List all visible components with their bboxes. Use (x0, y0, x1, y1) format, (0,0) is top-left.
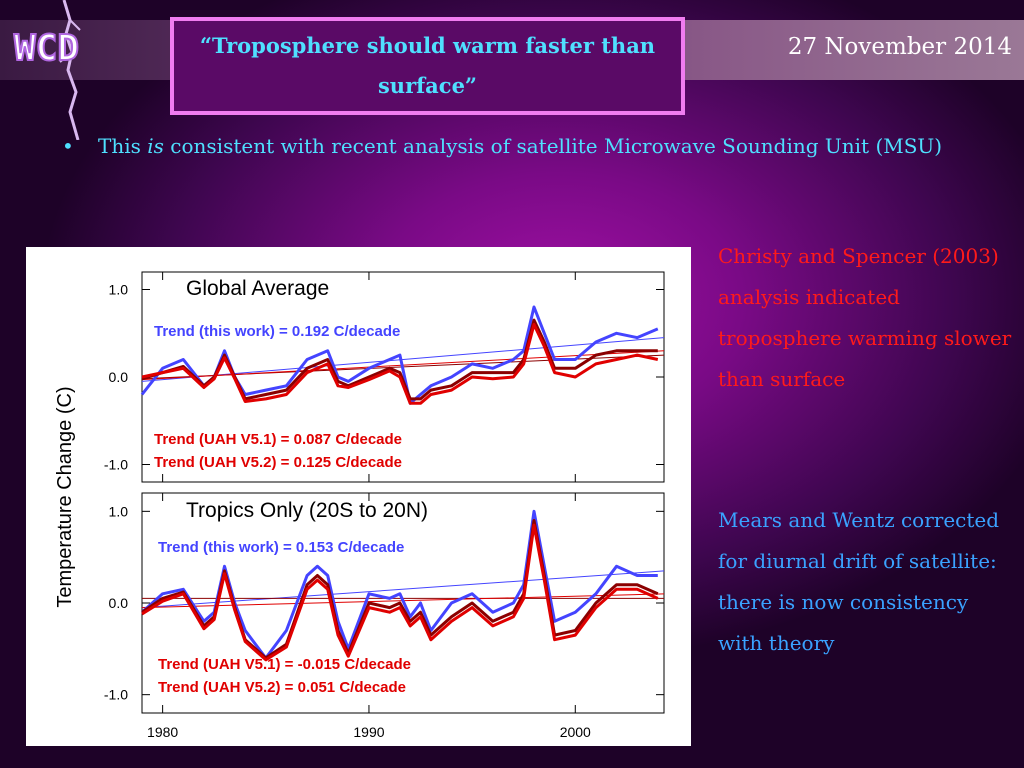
global-chart-title: Global Average (186, 277, 329, 300)
global-trend-uah51: Trend (UAH V5.1) = 0.087 C/decade (154, 431, 402, 448)
global-trend-this-work: Trend (this work) = 0.192 C/decade (154, 323, 400, 340)
tropics-trendline (141, 570, 665, 609)
xtick-label: 1990 (353, 724, 384, 740)
tropics-ytick-label: -1.0 (104, 687, 128, 703)
global-series-line (140, 305, 659, 405)
chart-marks: 1.0 0.0 -1.0 1.0 0.0 -1.0 1980 1990 2000 (104, 272, 665, 740)
tropics-chart-title: Tropics Only (20S to 20N) (186, 499, 428, 522)
bullet-marker: • (62, 134, 74, 158)
y-axis-label: Temperature Change (C) (54, 386, 76, 607)
tropics-series-line (141, 509, 658, 660)
global-ytick-label: -1.0 (104, 457, 128, 473)
logo-text: WCD (14, 28, 79, 69)
tropics-series-line (141, 523, 659, 662)
bullet-text-before: This (98, 134, 148, 158)
global-ytick-label: 1.0 (109, 282, 129, 298)
tropics-ytick-label: 0.0 (109, 595, 129, 611)
mears-note: Mears and Wentz corrected for diurnal dr… (718, 508, 1000, 655)
bullet-text-after: consistent with recent analysis of satel… (163, 134, 943, 158)
bullet-text-emph: is (147, 134, 164, 158)
global-trend-uah52: Trend (UAH V5.2) = 0.125 C/decade (154, 454, 402, 471)
lightning-icon (59, 0, 81, 140)
christy-note: Christy and Spencer (2003) analysis indi… (718, 244, 1012, 391)
chart-panel: Temperature Change (C) Global Average Tr… (26, 247, 691, 746)
chart-figure: Temperature Change (C) Global Average Tr… (54, 271, 665, 740)
bullet-line: • This is consistent with recent analysis… (62, 134, 942, 158)
wcd-logo: WCD (13, 27, 80, 70)
global-trendline (141, 337, 665, 382)
tropics-ytick-label: 1.0 (109, 503, 129, 519)
xtick-label: 1980 (147, 724, 178, 740)
title-box: “Troposphere should warm faster than sur… (170, 17, 685, 115)
page-title: “Troposphere should warm faster than sur… (199, 33, 656, 98)
tropics-trend-this-work: Trend (this work) = 0.153 C/decade (158, 539, 404, 556)
xtick-label: 2000 (560, 724, 591, 740)
tropics-trend-uah52: Trend (UAH V5.2) = 0.051 C/decade (158, 679, 406, 696)
global-series-line (141, 323, 659, 405)
global-ytick-label: 0.0 (109, 369, 129, 385)
tropics-trend-uah51: Trend (UAH V5.1) = -0.015 C/decade (158, 656, 411, 673)
date-label: 27 November 2014 (787, 34, 1012, 60)
